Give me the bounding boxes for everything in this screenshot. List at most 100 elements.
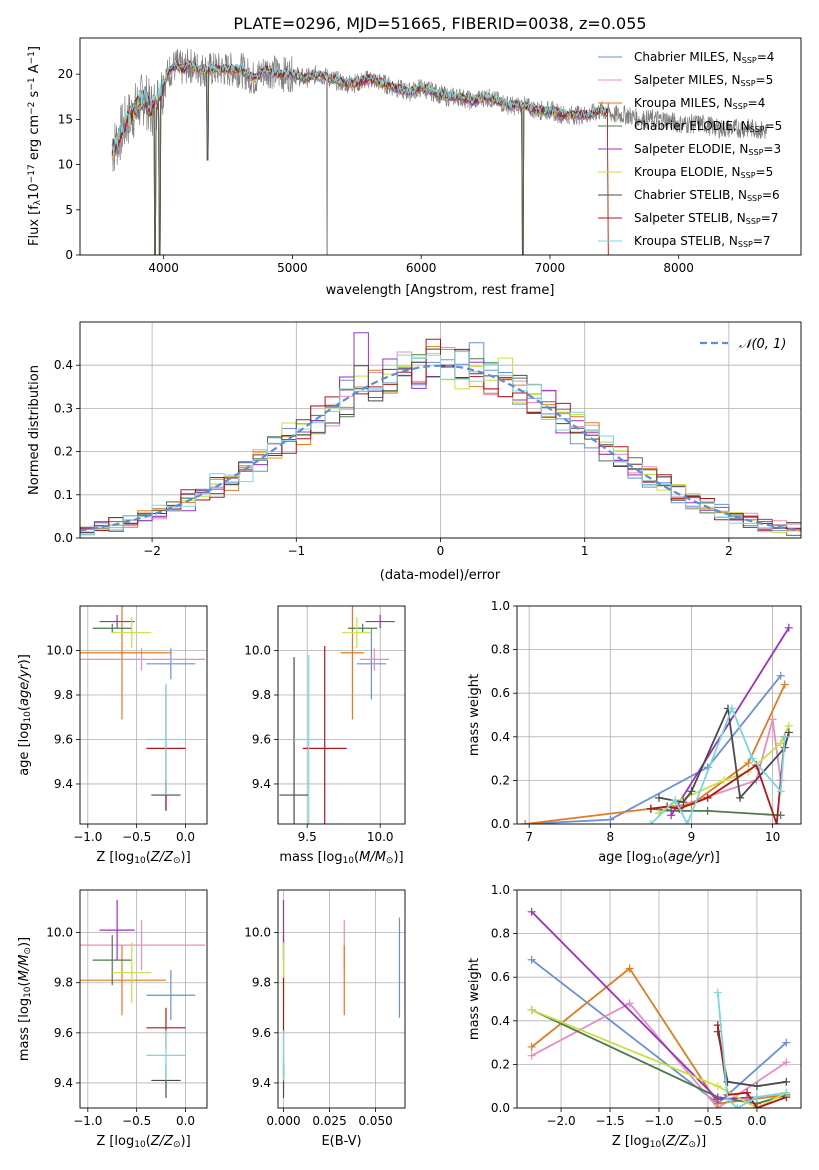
weight-marker [784, 728, 793, 737]
axis-label-part: Z [log [612, 1134, 650, 1149]
weight-series-4 [527, 907, 761, 1104]
y-tick-label: 9.8 [252, 688, 271, 702]
axis-label-part: M/M [359, 850, 386, 865]
axis-label: Z [log10(Z/Z⊙)] [96, 850, 190, 866]
errorbar-1 [359, 648, 389, 671]
histogram-area [80, 332, 801, 536]
histogram-series-8 [80, 351, 801, 535]
model-spectrum-0 [111, 61, 608, 255]
weight-marker [784, 623, 793, 632]
legend-text: Salpeter ELODIE, N [634, 142, 748, 156]
axis-label-part: 10 [23, 986, 33, 998]
massweight-vs-Z-panel: −2.0 −1.5 −1.0 −0.5 0.0 0.0 0.2 0.4 0.6 0.8 1.0 Z [… [467, 883, 802, 1150]
axis-label-part: ( [146, 850, 151, 865]
x-tick-label: 0.0 [747, 1114, 766, 1128]
x-tick-label: −1.0 [644, 1114, 673, 1128]
mass-vs-Z-panel: −1.0 −0.5 0.09.49.69.810.0Z [log10(Z/Z⊙)]m… [17, 889, 208, 1150]
axis-label-part: s [27, 90, 42, 101]
weight-marker [646, 820, 655, 824]
axis-label-part: Z [log [96, 1134, 134, 1149]
y-tick-label: 9.4 [54, 777, 73, 791]
legend-tail: =6 [762, 188, 780, 202]
legend-text: Chabrier ELODIE, N [634, 119, 750, 133]
legend-sub: SSP [750, 125, 765, 134]
axis-label: Normed distribution [27, 365, 42, 495]
errorbar-1 [80, 920, 206, 971]
x-tick-label: 0.0 [176, 830, 195, 844]
axes-frame [79, 889, 208, 1109]
model-spectrum-2 [111, 62, 609, 255]
y-tick-label: 9.6 [252, 1026, 271, 1040]
weight-line [716, 992, 787, 1108]
y-tick-label: 9.8 [54, 688, 73, 702]
x-tick-label: −1.0 [73, 1114, 102, 1128]
legend-tail: =5 [765, 119, 783, 133]
axis-label: age [log10(age/yr)] [17, 654, 33, 776]
axis-label-part: 10 [27, 183, 42, 200]
x-tick-label: −1.0 [73, 830, 102, 844]
y-tick-label: 9.8 [252, 976, 271, 990]
x-tick-label: 0.0 [176, 1114, 195, 1128]
model-spectrum-6 [111, 61, 608, 255]
x-tick-label: 10 [765, 830, 780, 844]
y-tick-label: 0.2 [491, 1057, 510, 1071]
y-tick-label: 9.6 [54, 1026, 73, 1040]
figure-title: PLATE=0296, MJD=51665, FIBERID=0038, z=0… [233, 14, 646, 33]
y-tick-label: 20 [58, 67, 73, 81]
y-tick-label: 0.8 [491, 927, 510, 941]
x-tick-label: −0.5 [122, 830, 151, 844]
legend-sub: SSP [741, 171, 756, 180]
x-tick-label: 0.050 [358, 1114, 392, 1128]
axis-label-part: mass weight [467, 674, 482, 756]
axis-label: E(B-V) [321, 1134, 361, 1149]
axis-label: mass weight [467, 958, 482, 1040]
axis-label: (data-model)/error [380, 568, 501, 583]
y-tick-label: 9.4 [252, 777, 271, 791]
x-tick-label: 7 [525, 830, 533, 844]
axis-label-part: −2 [27, 102, 37, 115]
axis-label-part: ⊙ [173, 856, 181, 866]
weight-marker [772, 820, 781, 824]
axis-label-part: Z/Z [150, 1134, 174, 1149]
weight-marker [780, 680, 789, 689]
weight-marker [625, 999, 634, 1008]
axis-label-part: age/yr [668, 850, 711, 865]
gaussian-curve [80, 364, 801, 532]
weight-marker [703, 806, 712, 815]
errorbar-4 [99, 614, 135, 629]
model-spectrum-3 [111, 62, 608, 255]
errorbar-0 [146, 648, 196, 680]
weight-marker [719, 776, 728, 785]
errorbar-8 [294, 654, 324, 824]
y-tick-label: 0.2 [54, 445, 73, 459]
axis-label-part: −17 [27, 164, 37, 183]
weight-marker [687, 787, 696, 796]
weight-marker [768, 715, 777, 724]
axis-label: mass [log10(M/M⊙)] [17, 937, 33, 1061]
weight-marker [748, 754, 757, 763]
x-tick-label: 0.025 [312, 1114, 346, 1128]
legend-entry: Kroupa STELIB, NSSP=7 [634, 234, 771, 249]
legend-text: Salpeter MILES, N [634, 73, 741, 87]
weight-marker [527, 1042, 536, 1051]
y-tick-label: 0.4 [54, 358, 73, 372]
weight-marker [713, 988, 722, 997]
x-tick-label: −1 [287, 544, 305, 558]
errorbar-3 [348, 623, 378, 633]
errorbar-3 [92, 623, 132, 633]
weight-line [524, 684, 786, 824]
weight-series-2 [521, 680, 789, 824]
weight-marker [713, 1082, 722, 1091]
axis-label-part: )] [181, 850, 191, 865]
axes-frame [277, 605, 406, 825]
axis-label-part: 10 [650, 1140, 662, 1150]
weight-marker [752, 1093, 761, 1102]
weight-line [658, 705, 790, 804]
weight-line [531, 1009, 787, 1108]
axis-label-part: mass [log [279, 850, 342, 865]
axis-label-part: 10 [343, 856, 355, 866]
weight-marker [752, 1082, 761, 1091]
mass-vs-ebv-panel: 0.000 0.025 0.050 9.4 9.6 9.8 10.0 E(B-V) [244, 889, 406, 1149]
